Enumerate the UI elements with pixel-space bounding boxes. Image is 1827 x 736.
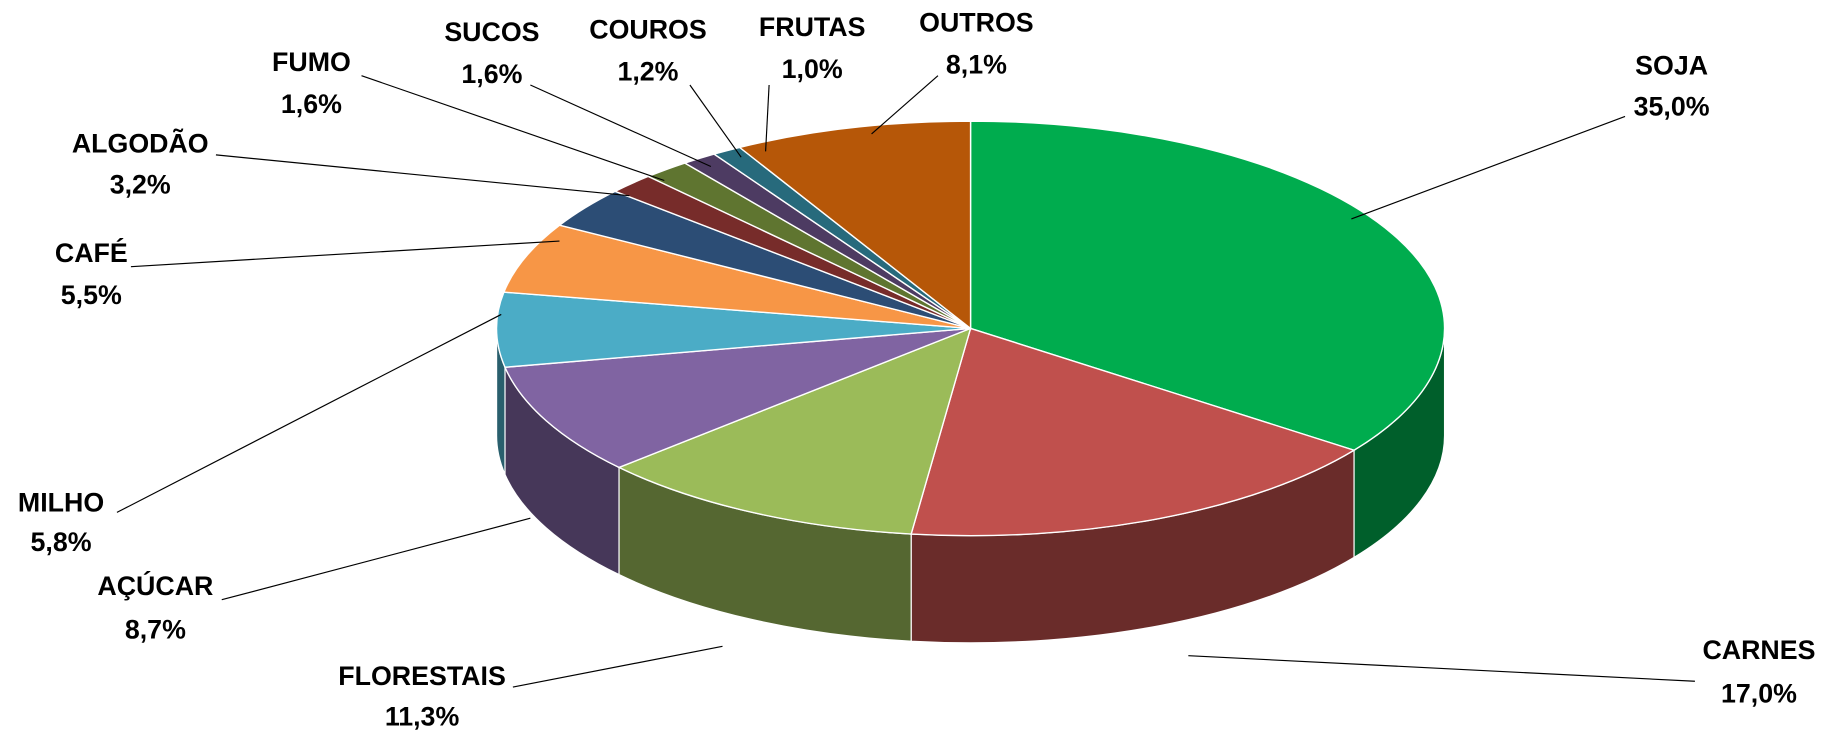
slice-label: OUTROS [919,8,1034,38]
leader-line [116,313,502,513]
leader-line [215,154,630,197]
leader-line [1351,115,1626,220]
leader-line [130,240,560,268]
leader-line [221,517,531,601]
value-label: 1,6% [281,89,342,119]
value-label: 8,1% [946,49,1007,79]
slice-label: SUCOS [444,17,539,47]
leader-line [871,75,939,135]
pie-slice [617,327,972,535]
value-label: 1,0% [782,54,843,84]
value-label: 1,6% [461,59,522,89]
pie-slice [495,291,971,368]
slice-label: ALGODÃO [72,128,209,159]
pie-slice [502,224,971,330]
slice-label: CAFÉ [55,237,128,268]
value-label: 1,2% [617,56,678,86]
value-label: 8,7% [125,614,186,644]
pie-slice [738,120,972,330]
leader-line [512,645,723,688]
slice-label: FUMO [272,47,351,77]
value-label: 5,5% [61,280,122,310]
leader-line [765,84,770,152]
leader-line [689,84,742,158]
slice-label: COUROS [589,15,706,45]
slice-label: AÇÚCAR [97,570,213,601]
leader-line [1188,655,1695,682]
slice-label: FLORESTAIS [338,661,506,691]
value-label: 3,2% [110,169,171,199]
slice-label: CARNES [1702,635,1815,665]
pie-slice [503,327,971,469]
leader-line [530,84,712,168]
value-label: 17,0% [1721,678,1797,708]
pie-slice [969,120,1446,452]
slice-label: MILHO [18,487,104,517]
pie-slice [910,327,1356,537]
leader-line [361,75,665,182]
slice-label: SOJA [1635,51,1708,81]
value-label: 11,3% [385,702,460,732]
value-label: 5,8% [31,527,92,557]
slice-label: FRUTAS [759,12,866,42]
value-label: 35,0% [1634,91,1710,121]
